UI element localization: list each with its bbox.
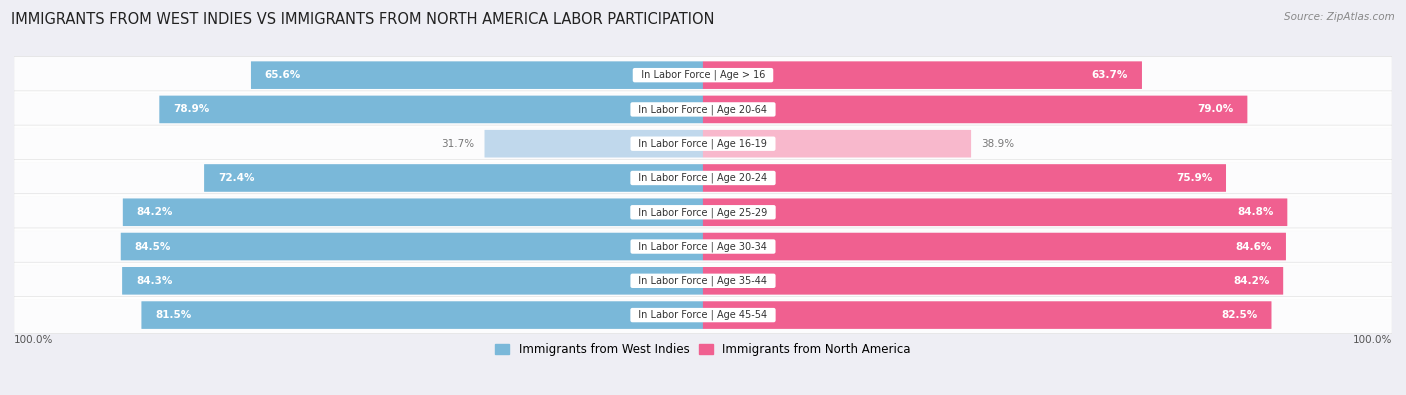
- Text: 100.0%: 100.0%: [1353, 335, 1392, 345]
- FancyBboxPatch shape: [204, 164, 703, 192]
- FancyBboxPatch shape: [703, 96, 1247, 123]
- Text: IMMIGRANTS FROM WEST INDIES VS IMMIGRANTS FROM NORTH AMERICA LABOR PARTICIPATION: IMMIGRANTS FROM WEST INDIES VS IMMIGRANT…: [11, 12, 714, 27]
- FancyBboxPatch shape: [122, 267, 703, 295]
- Text: 72.4%: 72.4%: [218, 173, 254, 183]
- Text: In Labor Force | Age 16-19: In Labor Force | Age 16-19: [633, 139, 773, 149]
- FancyBboxPatch shape: [14, 228, 1392, 265]
- FancyBboxPatch shape: [14, 262, 1392, 299]
- Text: 84.3%: 84.3%: [136, 276, 173, 286]
- Text: 75.9%: 75.9%: [1175, 173, 1212, 183]
- Text: In Labor Force | Age 45-54: In Labor Force | Age 45-54: [633, 310, 773, 320]
- Text: 38.9%: 38.9%: [981, 139, 1015, 149]
- FancyBboxPatch shape: [250, 61, 703, 89]
- Text: 81.5%: 81.5%: [155, 310, 191, 320]
- Text: 100.0%: 100.0%: [14, 335, 53, 345]
- FancyBboxPatch shape: [14, 56, 1392, 94]
- FancyBboxPatch shape: [121, 233, 703, 260]
- Text: 79.0%: 79.0%: [1198, 104, 1233, 115]
- FancyBboxPatch shape: [159, 96, 703, 123]
- Text: 31.7%: 31.7%: [441, 139, 474, 149]
- Text: In Labor Force | Age > 16: In Labor Force | Age > 16: [634, 70, 772, 81]
- Text: In Labor Force | Age 25-29: In Labor Force | Age 25-29: [633, 207, 773, 218]
- FancyBboxPatch shape: [14, 297, 1392, 334]
- Text: 65.6%: 65.6%: [264, 70, 301, 80]
- FancyBboxPatch shape: [14, 160, 1392, 197]
- FancyBboxPatch shape: [703, 61, 1142, 89]
- Text: 84.5%: 84.5%: [135, 241, 172, 252]
- Legend: Immigrants from West Indies, Immigrants from North America: Immigrants from West Indies, Immigrants …: [491, 339, 915, 361]
- Text: In Labor Force | Age 20-24: In Labor Force | Age 20-24: [633, 173, 773, 183]
- FancyBboxPatch shape: [703, 130, 972, 158]
- Text: 84.2%: 84.2%: [1233, 276, 1270, 286]
- Text: 78.9%: 78.9%: [173, 104, 209, 115]
- FancyBboxPatch shape: [703, 267, 1284, 295]
- FancyBboxPatch shape: [703, 198, 1288, 226]
- Text: 84.6%: 84.6%: [1236, 241, 1272, 252]
- Text: In Labor Force | Age 20-64: In Labor Force | Age 20-64: [633, 104, 773, 115]
- Text: Source: ZipAtlas.com: Source: ZipAtlas.com: [1284, 12, 1395, 22]
- Text: 84.8%: 84.8%: [1237, 207, 1274, 217]
- FancyBboxPatch shape: [703, 233, 1286, 260]
- FancyBboxPatch shape: [485, 130, 703, 158]
- FancyBboxPatch shape: [703, 164, 1226, 192]
- FancyBboxPatch shape: [122, 198, 703, 226]
- FancyBboxPatch shape: [142, 301, 703, 329]
- Text: In Labor Force | Age 30-34: In Labor Force | Age 30-34: [633, 241, 773, 252]
- FancyBboxPatch shape: [14, 91, 1392, 128]
- Text: 63.7%: 63.7%: [1091, 70, 1128, 80]
- FancyBboxPatch shape: [14, 194, 1392, 231]
- Text: In Labor Force | Age 35-44: In Labor Force | Age 35-44: [633, 276, 773, 286]
- FancyBboxPatch shape: [14, 125, 1392, 162]
- Text: 82.5%: 82.5%: [1222, 310, 1257, 320]
- FancyBboxPatch shape: [703, 301, 1271, 329]
- Text: 84.2%: 84.2%: [136, 207, 173, 217]
